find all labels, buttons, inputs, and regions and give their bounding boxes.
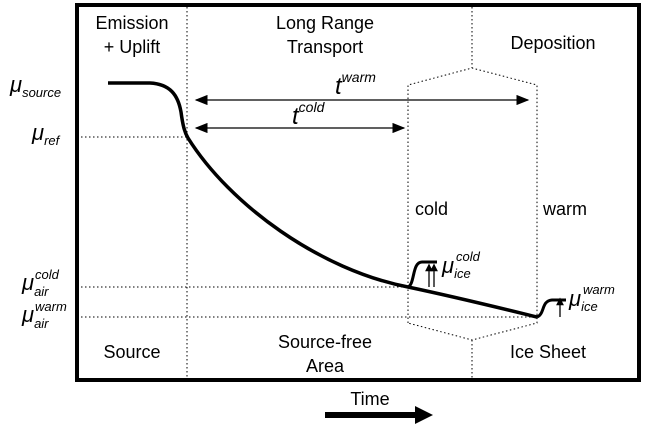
footer-label: Source-free <box>278 332 372 352</box>
time-arrow <box>325 406 433 424</box>
ice-warm-curve <box>536 298 566 319</box>
t-cold: tcold <box>292 99 326 130</box>
time-label: Time <box>350 389 389 409</box>
t-warm: twarm <box>335 69 376 100</box>
footer-label: Ice Sheet <box>510 342 586 362</box>
mu-air-cold: μaircold <box>21 267 60 299</box>
region-label: cold <box>415 199 448 219</box>
mu-air-warm: μairwarm <box>21 299 67 331</box>
footer-label: Area <box>306 356 345 376</box>
mu-ice-warm: μicewarm <box>568 282 615 314</box>
region-label: warm <box>542 199 587 219</box>
header-label: Deposition <box>510 33 595 53</box>
header-label: + Uplift <box>104 37 161 57</box>
header-label: Long Range <box>276 13 374 33</box>
header-label: Transport <box>287 37 363 57</box>
dotted-guides <box>77 7 538 378</box>
mu-ref: μref <box>31 120 61 148</box>
uptake-arrows <box>425 263 564 317</box>
header-label: Emission <box>95 13 168 33</box>
ice-cold-curve <box>407 260 437 289</box>
mu-ice-cold: μicecold <box>441 249 481 281</box>
mu-source: μsource <box>9 72 61 100</box>
frame <box>75 3 641 382</box>
footer-label: Source <box>103 342 160 362</box>
concentration-curve <box>108 81 538 319</box>
